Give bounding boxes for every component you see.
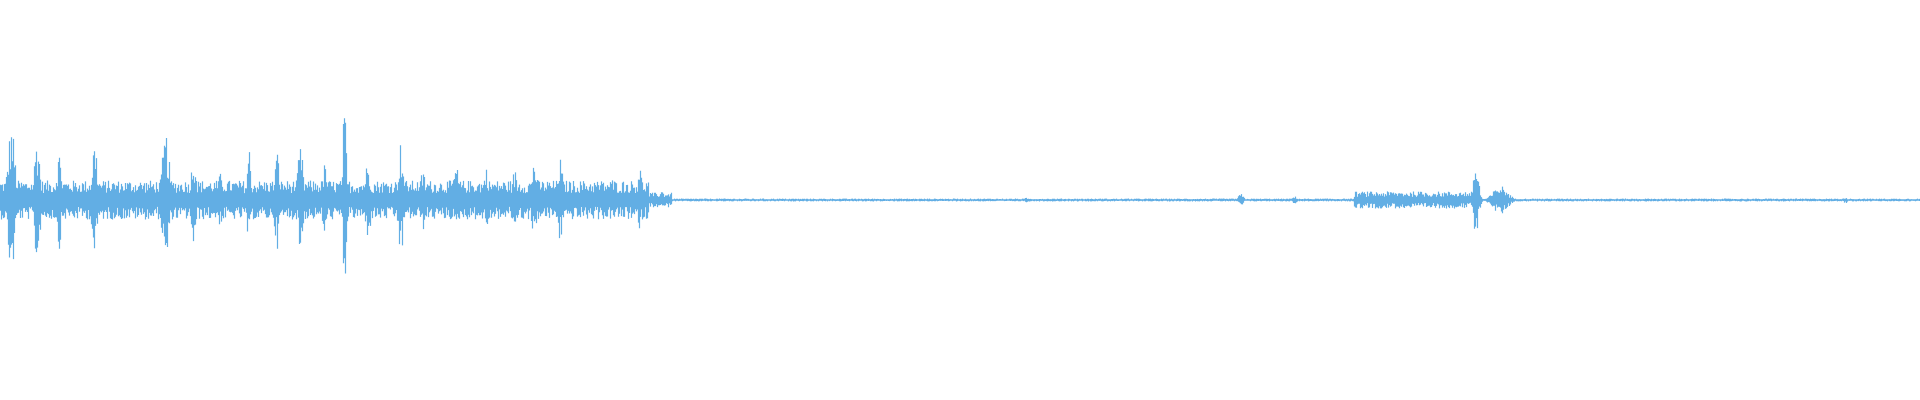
- audio-waveform: [0, 118, 1920, 274]
